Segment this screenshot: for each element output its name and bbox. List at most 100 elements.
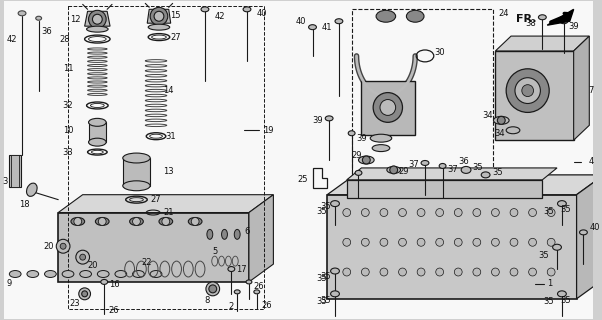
Ellipse shape [234, 229, 240, 239]
Ellipse shape [421, 161, 429, 165]
Text: 32: 32 [63, 101, 73, 110]
Ellipse shape [309, 25, 317, 30]
Ellipse shape [406, 10, 424, 22]
Text: 41: 41 [322, 23, 332, 32]
Circle shape [547, 209, 555, 217]
Ellipse shape [95, 218, 109, 225]
Circle shape [417, 209, 425, 217]
Ellipse shape [98, 270, 109, 277]
Text: 31: 31 [166, 132, 176, 141]
Bar [495, 51, 574, 140]
Bar [68, 6, 264, 309]
Text: 27: 27 [150, 195, 161, 204]
Text: 37: 37 [408, 160, 418, 170]
Text: 35: 35 [560, 205, 571, 214]
Text: 15: 15 [170, 11, 181, 20]
Ellipse shape [88, 118, 106, 126]
Text: 10: 10 [63, 126, 73, 135]
Ellipse shape [461, 166, 471, 173]
Circle shape [343, 209, 350, 217]
Ellipse shape [88, 138, 106, 146]
Text: 39: 39 [312, 116, 323, 125]
Circle shape [154, 11, 164, 21]
Circle shape [76, 250, 90, 264]
Circle shape [491, 209, 499, 217]
Ellipse shape [358, 156, 374, 164]
Polygon shape [327, 175, 602, 195]
Circle shape [399, 268, 406, 276]
Ellipse shape [123, 181, 150, 191]
Ellipse shape [335, 19, 343, 24]
Circle shape [389, 166, 397, 174]
Circle shape [473, 238, 481, 246]
Bar [9, 155, 21, 187]
Ellipse shape [87, 26, 108, 32]
Ellipse shape [439, 164, 446, 168]
Circle shape [343, 268, 350, 276]
Text: 40: 40 [296, 17, 306, 26]
Ellipse shape [115, 270, 126, 277]
Polygon shape [85, 11, 110, 26]
Ellipse shape [159, 218, 173, 225]
Bar [11, 155, 19, 187]
Circle shape [417, 238, 425, 246]
Ellipse shape [222, 229, 228, 239]
Text: 8: 8 [204, 296, 209, 305]
Circle shape [206, 282, 220, 296]
Circle shape [547, 268, 555, 276]
Circle shape [79, 254, 85, 260]
Text: 29: 29 [352, 150, 362, 160]
Text: 26: 26 [261, 301, 272, 310]
Circle shape [529, 268, 536, 276]
Circle shape [150, 7, 168, 25]
Ellipse shape [481, 172, 490, 178]
Ellipse shape [348, 131, 355, 136]
Ellipse shape [101, 279, 108, 284]
Text: 36: 36 [41, 27, 52, 36]
Text: 17: 17 [236, 265, 246, 274]
Circle shape [132, 218, 140, 225]
Text: 40: 40 [256, 9, 267, 18]
Text: 11: 11 [63, 64, 73, 73]
Text: 3: 3 [2, 177, 7, 186]
Ellipse shape [494, 116, 509, 124]
Circle shape [56, 239, 70, 253]
Circle shape [436, 238, 444, 246]
Bar [123, 158, 150, 186]
Ellipse shape [129, 218, 143, 225]
Circle shape [88, 10, 106, 28]
Circle shape [436, 209, 444, 217]
Circle shape [497, 116, 505, 124]
Ellipse shape [553, 244, 562, 250]
Circle shape [191, 218, 199, 225]
Text: 33: 33 [63, 148, 73, 156]
Polygon shape [495, 36, 589, 51]
Circle shape [436, 268, 444, 276]
Circle shape [547, 238, 555, 246]
Circle shape [162, 218, 170, 225]
Text: 9: 9 [7, 279, 12, 288]
Text: 27: 27 [170, 33, 181, 42]
Circle shape [510, 238, 518, 246]
Circle shape [455, 238, 462, 246]
Ellipse shape [45, 270, 56, 277]
Polygon shape [147, 9, 171, 23]
Ellipse shape [188, 218, 202, 225]
Ellipse shape [557, 201, 566, 207]
Text: 24: 24 [498, 9, 509, 18]
Text: 39: 39 [568, 22, 579, 31]
Polygon shape [249, 195, 273, 282]
Ellipse shape [254, 290, 259, 294]
Circle shape [473, 209, 481, 217]
Circle shape [473, 268, 481, 276]
Text: 42: 42 [214, 12, 225, 21]
Ellipse shape [9, 270, 21, 277]
Text: 26: 26 [109, 306, 119, 315]
Text: 35: 35 [543, 297, 553, 306]
Ellipse shape [132, 270, 144, 277]
Text: 16: 16 [109, 280, 119, 289]
Text: 35: 35 [538, 251, 548, 260]
Text: 35: 35 [320, 296, 330, 305]
Text: 20: 20 [87, 260, 98, 269]
Ellipse shape [330, 201, 340, 207]
